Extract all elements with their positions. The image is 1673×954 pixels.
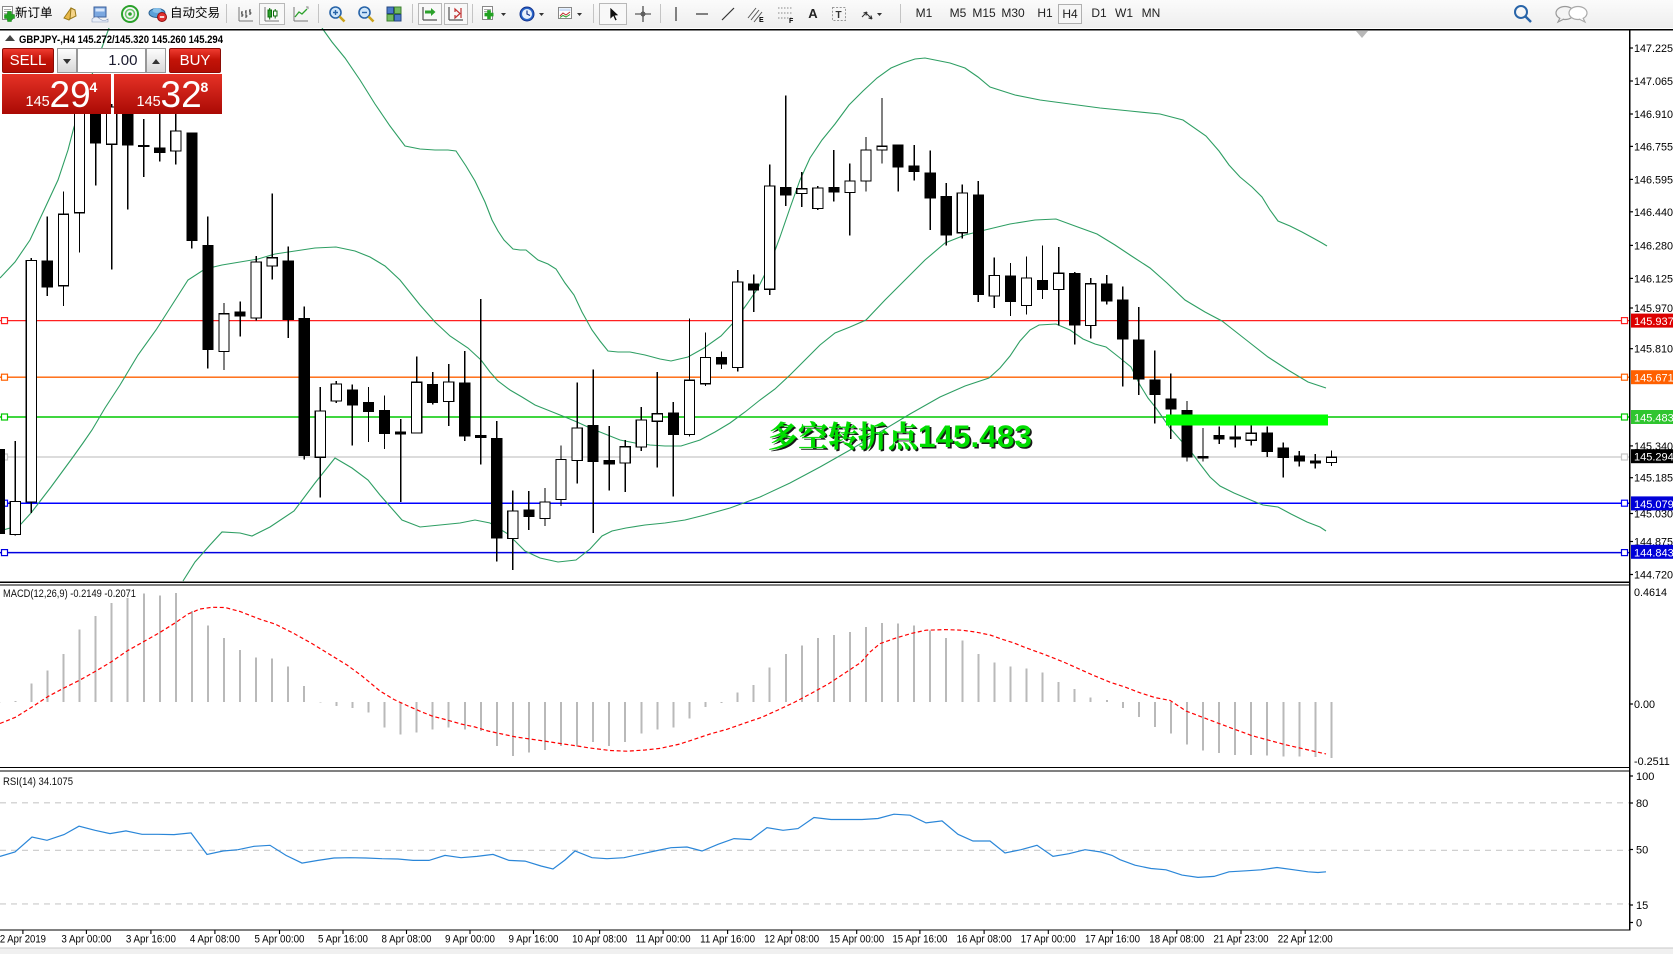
svg-text:8 Apr 08:00: 8 Apr 08:00 [382,934,432,946]
svg-text:145.483: 145.483 [1634,413,1673,425]
svg-text:145.079: 145.079 [1634,499,1673,511]
svg-text:147.065: 147.065 [1634,76,1673,88]
svg-text:17 Apr 16:00: 17 Apr 16:00 [1085,934,1140,946]
svg-text:17 Apr 00:00: 17 Apr 00:00 [1021,934,1076,946]
svg-text:E: E [759,17,764,24]
svg-text:10 Apr 08:00: 10 Apr 08:00 [572,934,627,946]
svg-text:MACD(12,26,9) -0.2149 -0.2071: MACD(12,26,9) -0.2149 -0.2071 [3,588,136,600]
svg-text:80: 80 [1636,798,1648,810]
svg-text:146.280: 146.280 [1634,240,1673,252]
svg-text:F: F [789,18,794,24]
svg-text:12 Apr 08:00: 12 Apr 08:00 [764,934,819,946]
svg-text:100: 100 [1636,771,1654,783]
svg-text:2 Apr 2019: 2 Apr 2019 [0,934,46,946]
svg-text:15 Apr 00:00: 15 Apr 00:00 [829,934,884,946]
svg-text:11 Apr 00:00: 11 Apr 00:00 [636,934,691,946]
svg-text:145.970: 145.970 [1634,303,1673,315]
svg-text:145.937: 145.937 [1634,316,1673,328]
svg-text:18 Apr 08:00: 18 Apr 08:00 [1149,934,1204,946]
svg-text:145.030: 145.030 [1634,509,1673,521]
svg-text:0: 0 [1636,918,1642,930]
svg-text:RSI(14) 34.1075: RSI(14) 34.1075 [3,776,73,788]
svg-text:145.185: 145.185 [1634,473,1673,485]
svg-text:144.720: 144.720 [1634,570,1673,582]
svg-text:147.225: 147.225 [1634,43,1673,55]
svg-text:21 Apr 23:00: 21 Apr 23:00 [1214,934,1269,946]
svg-text:11 Apr 16:00: 11 Apr 16:00 [700,934,755,946]
svg-text:145.294: 145.294 [1634,452,1673,464]
svg-text:146.440: 146.440 [1634,207,1673,219]
svg-text:4 Apr 08:00: 4 Apr 08:00 [190,934,240,946]
svg-text:0.4614: 0.4614 [1634,587,1667,599]
svg-text:50: 50 [1636,845,1648,857]
svg-text:3 Apr 16:00: 3 Apr 16:00 [126,934,176,946]
svg-text:16 Apr 08:00: 16 Apr 08:00 [957,934,1012,946]
svg-text:0.00: 0.00 [1634,699,1655,711]
svg-text:-0.2511: -0.2511 [1634,756,1670,768]
svg-text:22 Apr 12:00: 22 Apr 12:00 [1278,934,1333,946]
svg-text:GBPJPY-,H4 145.272/145.320 14: GBPJPY-,H4 145.272/145.320 145.260 145.2… [19,34,224,46]
svg-text:15: 15 [1636,900,1648,912]
svg-text:9 Apr 00:00: 9 Apr 00:00 [445,934,495,946]
svg-text:T: T [836,10,842,21]
svg-text:145.810: 145.810 [1634,344,1673,356]
svg-text:145.671: 145.671 [1634,373,1673,385]
svg-text:15 Apr 16:00: 15 Apr 16:00 [892,934,947,946]
svg-text:5 Apr 16:00: 5 Apr 16:00 [318,934,368,946]
svg-text:145.483: 145.483 [920,420,1034,456]
svg-text:144.843: 144.843 [1634,547,1673,559]
svg-text:146.755: 146.755 [1634,141,1673,153]
svg-text:146.595: 146.595 [1634,174,1673,186]
svg-text:145.483: 145.483 [918,418,1032,454]
svg-text:146.125: 146.125 [1634,273,1673,285]
svg-text:9 Apr 16:00: 9 Apr 16:00 [509,934,559,946]
svg-text:146.910: 146.910 [1634,109,1673,121]
svg-text:5 Apr 00:00: 5 Apr 00:00 [255,934,305,946]
svg-text:3 Apr 00:00: 3 Apr 00:00 [61,934,111,946]
